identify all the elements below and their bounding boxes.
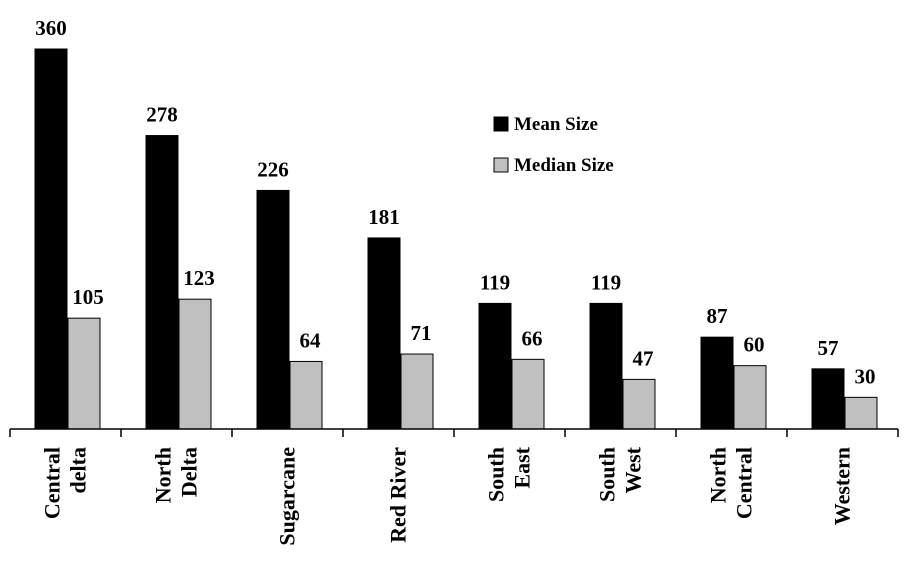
mean-bar-6 — [700, 336, 734, 430]
mean-bar-5 — [589, 302, 623, 430]
median-value-label-2: 64 — [300, 328, 322, 352]
category-label-7: Western — [830, 447, 855, 525]
legend: Mean Size Median Size — [493, 114, 614, 176]
mean-bar-7 — [811, 368, 845, 430]
category-label-line: West — [621, 446, 646, 493]
category-label-2: Sugarcane — [275, 447, 300, 546]
data-labels-layer: 360 278 226 181 119 119 87 57 105 123 64 71 66 47 60 30 — [35, 16, 875, 388]
mean-value-label-4: 119 — [480, 270, 510, 294]
mean-value-label-1: 278 — [146, 103, 178, 127]
median-value-label-0: 105 — [72, 285, 104, 309]
median-bar-3 — [400, 353, 434, 430]
mean-value-label-0: 360 — [35, 16, 67, 40]
category-label-line: South — [484, 447, 509, 502]
mean-bar-3 — [367, 237, 401, 430]
mean-value-label-7: 57 — [818, 336, 839, 360]
category-label-line: Delta — [177, 447, 202, 497]
category-label-line: East — [510, 446, 535, 488]
median-bar-6 — [733, 365, 767, 430]
legend-label-median: Median Size — [514, 155, 614, 176]
mean-value-label-2: 226 — [257, 157, 289, 181]
median-value-label-5: 47 — [633, 346, 654, 370]
mean-bar-0 — [34, 48, 68, 430]
category-label-3: Red River — [386, 447, 411, 543]
median-value-label-7: 30 — [855, 364, 876, 388]
category-label-line: North — [706, 447, 731, 503]
median-bar-7 — [844, 396, 878, 430]
median-bar-2 — [289, 360, 323, 430]
category-label-line: South — [595, 447, 620, 502]
legend-swatch-median — [493, 157, 509, 173]
median-value-label-4: 66 — [522, 326, 543, 350]
x-axis — [9, 428, 899, 437]
median-bar-0 — [67, 317, 101, 430]
category-label-0: Centraldelta — [40, 447, 91, 519]
category-label-line: delta — [66, 447, 91, 493]
median-value-label-6: 60 — [744, 333, 765, 357]
mean-bar-2 — [256, 189, 290, 430]
category-label-4: SouthEast — [484, 446, 535, 502]
category-label-line: Red River — [386, 447, 411, 543]
median-bar-5 — [622, 378, 656, 430]
mean-bar-1 — [145, 135, 179, 430]
legend-label-mean: Mean Size — [514, 114, 598, 135]
bars-layer — [34, 48, 878, 430]
category-label-1: NorthDelta — [151, 447, 202, 503]
category-label-5: SouthWest — [595, 446, 646, 502]
mean-bar-4 — [478, 302, 512, 430]
mean-value-label-5: 119 — [591, 270, 621, 294]
median-bar-1 — [178, 298, 212, 430]
category-label-line: Central — [40, 447, 65, 519]
category-label-line: Central — [732, 447, 757, 519]
median-value-label-3: 71 — [411, 321, 432, 345]
category-label-line: Western — [830, 447, 855, 525]
mean-value-label-3: 181 — [368, 205, 400, 229]
median-bar-4 — [511, 358, 545, 430]
category-labels-layer: Centraldelta NorthDelta Sugarcane Red River… — [40, 446, 855, 545]
mean-value-label-6: 87 — [707, 304, 728, 328]
category-label-6: NorthCentral — [706, 447, 757, 519]
category-label-line: Sugarcane — [275, 447, 300, 546]
legend-swatch-mean — [493, 116, 509, 132]
median-value-label-1: 123 — [183, 266, 215, 290]
category-label-line: North — [151, 447, 176, 503]
